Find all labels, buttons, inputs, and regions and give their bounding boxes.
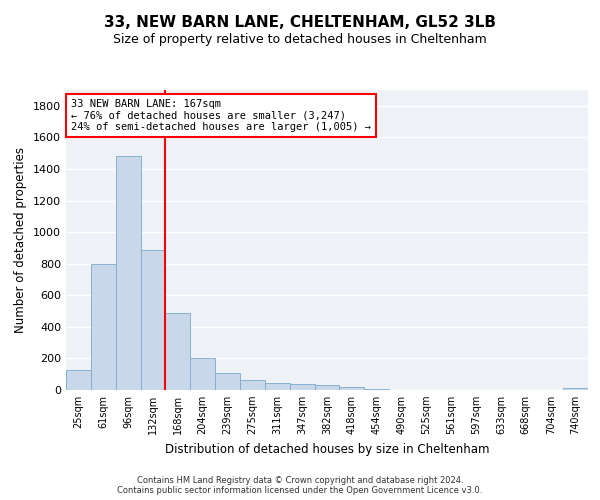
Bar — [563, 388, 588, 390]
Text: 33, NEW BARN LANE, CHELTENHAM, GL52 3LB: 33, NEW BARN LANE, CHELTENHAM, GL52 3LB — [104, 15, 496, 30]
Bar — [215, 374, 240, 390]
Text: Contains HM Land Registry data © Crown copyright and database right 2024.
Contai: Contains HM Land Registry data © Crown c… — [118, 476, 482, 495]
Text: 33 NEW BARN LANE: 167sqm
← 76% of detached houses are smaller (3,247)
24% of sem: 33 NEW BARN LANE: 167sqm ← 76% of detach… — [71, 99, 371, 132]
Bar — [190, 358, 215, 390]
Bar — [116, 156, 140, 390]
Bar — [364, 389, 389, 390]
Bar — [290, 384, 314, 390]
Y-axis label: Number of detached properties: Number of detached properties — [14, 147, 28, 333]
Bar — [265, 383, 290, 390]
Bar — [140, 250, 166, 390]
Text: Size of property relative to detached houses in Cheltenham: Size of property relative to detached ho… — [113, 32, 487, 46]
Bar — [240, 380, 265, 390]
Bar — [166, 312, 190, 390]
Bar — [66, 370, 91, 390]
Bar — [91, 264, 116, 390]
X-axis label: Distribution of detached houses by size in Cheltenham: Distribution of detached houses by size … — [165, 442, 489, 456]
Bar — [340, 387, 364, 390]
Bar — [314, 386, 340, 390]
